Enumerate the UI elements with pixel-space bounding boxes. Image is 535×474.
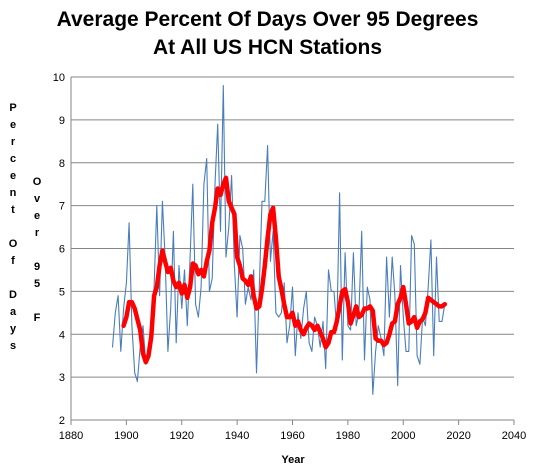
series-line-moving-average [121,175,448,365]
x-tick-label: 1960 [280,430,304,442]
axes [70,77,515,425]
x-axis-label: Year [281,454,305,466]
chart-title-line-2: At All US HCN Stations [152,36,383,59]
y-label-letter: O [8,238,18,250]
y-label-letter: D [9,289,17,301]
y-tick-label: 7 [59,201,65,213]
chart-title-line-1: Average Percent Of Days Over 95 Degrees [56,8,479,31]
x-tick-label: 1920 [170,430,194,442]
y-label-letter: O [32,176,42,188]
grid-lines [71,76,514,378]
y-label-letter: r [34,227,40,239]
y-label-letter: s [9,340,17,352]
tick-labels: 2 3 4 5 6 7 8 9 10 1880 1900 1920 1940 1960 1980 2000 20… [53,72,526,442]
y-tick-label: 2 [59,415,65,427]
series-line-annual [111,85,446,395]
y-label-letter: a [9,306,17,318]
y-tick-label: 5 [59,286,65,298]
y-tick-label: 3 [59,372,65,384]
y-label-letter: e [9,119,17,131]
x-tick-label: 2020 [446,430,470,442]
y-tick-label: 4 [59,329,65,341]
y-tick-label: 6 [59,244,65,256]
y-label-letter: e [9,170,17,182]
y-label-letter: y [9,323,17,335]
y-label-letter: P [9,102,17,114]
x-tick-label: 1980 [336,430,360,442]
chart-title: Average Percent Of Days Over 95 Degrees … [0,6,535,62]
y-label-letter: c [9,153,17,165]
y-tick-label: 9 [59,115,65,127]
x-tick-label: 2000 [391,430,415,442]
y-label-letter: 5 [33,278,41,290]
y-label-letter: n [9,187,17,199]
y-label-letter: v [33,193,41,205]
y-tick-label: 10 [53,72,65,84]
y-label-letter: 9 [33,261,41,273]
x-tick-label: 1940 [225,430,249,442]
x-tick-label: 2040 [502,430,526,442]
y-label-letter: r [10,136,16,148]
y-tick-label: 8 [59,158,65,170]
x-tick-label: 1880 [59,430,83,442]
y-label-letter: t [11,204,15,216]
series-layer [111,85,448,395]
y-label-letter: e [33,210,41,222]
x-tick-label: 1900 [114,430,138,442]
y-label-letter: f [11,255,15,267]
y-label-letter: F [33,312,41,324]
